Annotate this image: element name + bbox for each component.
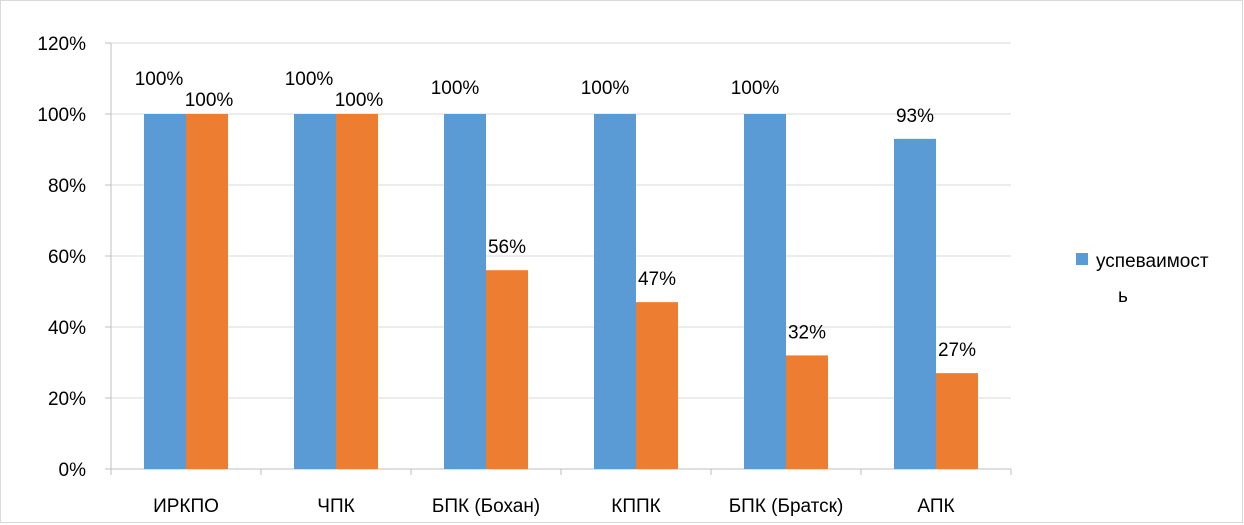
data-label: 100% bbox=[581, 78, 630, 99]
legend-swatch bbox=[1076, 253, 1088, 265]
gridlines bbox=[111, 42, 1011, 399]
data-label: 56% bbox=[488, 237, 526, 258]
bars bbox=[144, 114, 978, 469]
bar-s1 bbox=[894, 138, 936, 469]
legend-label: успеваимост bbox=[1096, 251, 1209, 272]
data-label: 100% bbox=[135, 69, 184, 90]
y-tick-label: 0% bbox=[59, 460, 87, 481]
data-label: 100% bbox=[335, 90, 384, 111]
legend-label-wrap: ь bbox=[1118, 286, 1128, 307]
bar-s1 bbox=[594, 114, 636, 469]
y-tick-label: 60% bbox=[48, 247, 86, 268]
bar-s2 bbox=[786, 355, 828, 469]
x-tick-label: БПК (Бохан) bbox=[432, 496, 540, 517]
bar-s2 bbox=[936, 373, 978, 469]
bar-s2 bbox=[636, 302, 678, 469]
data-labels: 100%100%100%100%100%56%100%47%100%32%93%… bbox=[135, 69, 976, 361]
data-label: 27% bbox=[938, 340, 976, 361]
data-label: 32% bbox=[788, 322, 826, 343]
bar-s2 bbox=[486, 270, 528, 469]
data-label: 100% bbox=[185, 90, 234, 111]
x-tick-label: АПК bbox=[917, 496, 954, 517]
legend: успеваимост ь bbox=[1076, 251, 1209, 307]
bar-s2 bbox=[336, 114, 378, 469]
y-tick-label: 120% bbox=[37, 34, 86, 55]
data-label: 100% bbox=[431, 78, 480, 99]
axes: 0% 20% 40% 60% 80% 100% 120% ИРКПО ЧПК БПК (Бохан… bbox=[37, 34, 1012, 517]
y-tick-label: 80% bbox=[48, 176, 86, 197]
data-label: 47% bbox=[638, 269, 676, 290]
data-label: 100% bbox=[731, 78, 780, 99]
bar-s1 bbox=[144, 114, 186, 469]
y-tick-label: 40% bbox=[48, 318, 86, 339]
y-tick-label: 20% bbox=[48, 389, 86, 410]
data-label: 93% bbox=[896, 106, 934, 127]
data-label: 100% bbox=[285, 69, 334, 90]
y-tick-label: 100% bbox=[37, 105, 86, 126]
bar-s2 bbox=[186, 114, 228, 469]
x-tick-label: ИРКПО bbox=[153, 496, 219, 517]
bar-s1 bbox=[444, 114, 486, 469]
x-tick-label: КППК bbox=[611, 496, 660, 517]
bar-s1 bbox=[744, 114, 786, 469]
bar-s1 bbox=[294, 114, 336, 469]
x-tick-label: ЧПК bbox=[317, 496, 354, 517]
x-tick-label: БПК (Братск) bbox=[729, 496, 844, 517]
